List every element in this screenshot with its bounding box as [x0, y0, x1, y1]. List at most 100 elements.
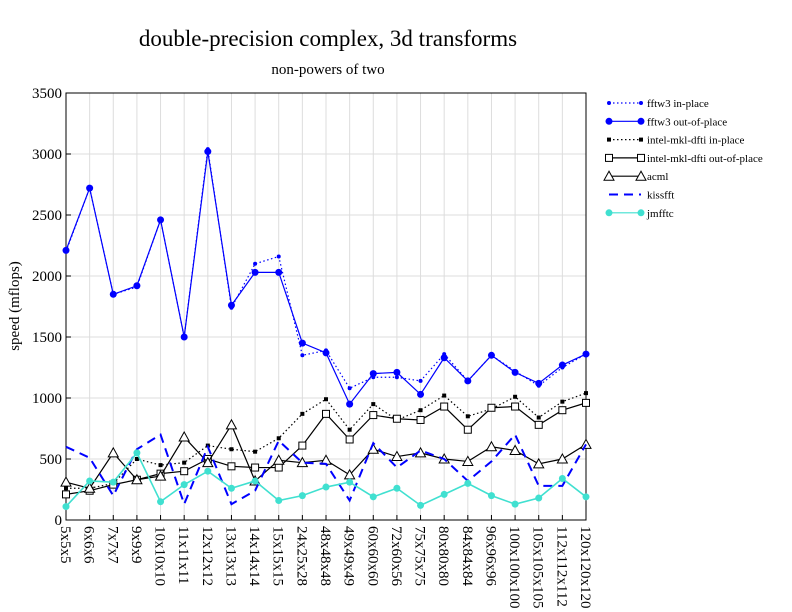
x-tick-label: 5x5x5 — [57, 526, 73, 564]
data-point — [131, 473, 143, 485]
data-point — [253, 449, 258, 454]
legend-marker — [605, 209, 613, 217]
series-line — [65, 432, 587, 507]
legend-entry: fftw3 out-of-place — [605, 116, 727, 128]
x-tick-label: 48x48x48 — [317, 526, 333, 586]
data-point — [417, 390, 425, 398]
legend-label: acml — [647, 171, 668, 183]
data-point — [182, 460, 187, 465]
data-point — [346, 400, 354, 408]
data-point — [487, 403, 496, 412]
data-point — [580, 438, 592, 449]
data-point — [180, 333, 188, 341]
data-point — [62, 503, 70, 511]
data-point — [582, 350, 590, 358]
legend-marker — [607, 137, 611, 142]
x-tick-label: 6x6x6 — [81, 526, 97, 564]
data-point — [391, 450, 403, 462]
data-point — [463, 425, 472, 434]
legend-label: fftw3 out-of-place — [647, 116, 727, 128]
data-point — [300, 353, 305, 358]
data-point — [418, 378, 423, 383]
data-point — [324, 397, 328, 402]
data-point — [346, 478, 354, 486]
x-tick-label: 60x60x60 — [364, 526, 380, 586]
data-point — [86, 184, 94, 192]
legend-label: intel-mkl-dfti out-of-place — [647, 153, 763, 165]
x-tick-label: 96x96x96 — [482, 526, 498, 587]
x-tick-label: 49x49x49 — [341, 526, 357, 586]
series-5 — [65, 432, 587, 507]
x-tick-label: 10x10x10 — [152, 526, 168, 586]
data-point — [371, 402, 376, 407]
data-point — [251, 268, 259, 276]
data-point — [440, 402, 449, 411]
data-point — [83, 482, 96, 493]
legend-entry: jmfftc — [605, 208, 674, 220]
data-point — [369, 370, 377, 378]
data-point — [298, 441, 307, 450]
data-point — [392, 414, 401, 423]
y-tick-label: 500 — [40, 452, 63, 468]
data-point — [394, 375, 399, 380]
data-point — [513, 394, 518, 399]
legend-entry: kissfft — [609, 190, 674, 202]
data-point — [582, 398, 590, 407]
data-point — [534, 420, 543, 429]
y-tick-label: 2500 — [32, 208, 62, 224]
series-6 — [62, 449, 590, 511]
data-point — [393, 484, 401, 492]
data-point — [253, 261, 258, 266]
data-point — [393, 368, 401, 376]
x-tick-label: 75x75x75 — [412, 526, 428, 586]
y-tick-label: 3500 — [32, 86, 62, 102]
data-point — [440, 490, 448, 498]
data-point — [369, 411, 378, 420]
data-point — [322, 483, 330, 491]
data-point — [298, 492, 306, 500]
legend-marker — [637, 117, 645, 125]
legend-marker — [607, 101, 611, 105]
data-point — [180, 481, 188, 489]
data-point — [558, 361, 566, 369]
data-point — [558, 406, 567, 415]
y-tick-label: 2000 — [32, 269, 62, 285]
data-point — [464, 479, 472, 487]
data-point — [347, 427, 352, 432]
data-point — [584, 391, 588, 396]
legend-marker — [603, 170, 615, 181]
legend-label: jmfftc — [646, 208, 674, 220]
data-point — [251, 463, 260, 472]
legend-marker — [639, 101, 643, 105]
x-tick-label: 24x25x28 — [293, 526, 309, 586]
x-tick-label: 84x84x84 — [459, 526, 475, 587]
chart-title: double-precision complex, 3d transforms — [138, 26, 518, 51]
data-point — [536, 415, 541, 420]
data-point — [461, 455, 474, 466]
data-point — [509, 444, 521, 455]
series-1 — [62, 148, 590, 408]
data-point — [298, 339, 306, 347]
data-point — [227, 462, 236, 471]
data-point — [276, 436, 281, 441]
legend-entry: fftw3 in-place — [607, 98, 709, 110]
legend-entry: acml — [603, 170, 668, 183]
data-point — [322, 349, 330, 357]
data-point — [251, 477, 259, 485]
data-point — [511, 500, 519, 508]
x-tick-label: 105x105x105 — [530, 526, 546, 609]
data-point — [204, 467, 212, 475]
data-point — [133, 449, 141, 457]
data-point — [418, 408, 423, 413]
y-tick-label: 0 — [55, 513, 63, 529]
x-tick-label: 100x100x100 — [506, 526, 522, 609]
x-tick-label: 9x9x9 — [128, 526, 144, 564]
series-layer — [60, 147, 592, 511]
data-point — [229, 447, 234, 452]
legend-marker — [639, 137, 643, 142]
data-point — [485, 440, 498, 452]
series-4 — [60, 418, 592, 493]
x-tick-label: 7x7x7 — [104, 526, 120, 564]
legend-label: intel-mkl-dfti in-place — [647, 135, 745, 147]
data-point — [109, 478, 117, 486]
